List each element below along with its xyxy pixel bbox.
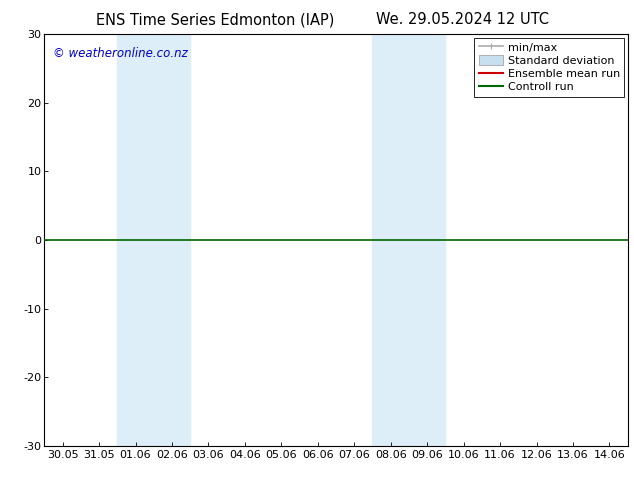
Legend: min/max, Standard deviation, Ensemble mean run, Controll run: min/max, Standard deviation, Ensemble me…: [474, 38, 624, 97]
Text: ENS Time Series Edmonton (IAP): ENS Time Series Edmonton (IAP): [96, 12, 335, 27]
Text: We. 29.05.2024 12 UTC: We. 29.05.2024 12 UTC: [377, 12, 549, 27]
Bar: [373, 34, 445, 446]
Bar: [117, 34, 190, 446]
Text: © weatheronline.co.nz: © weatheronline.co.nz: [53, 47, 188, 60]
